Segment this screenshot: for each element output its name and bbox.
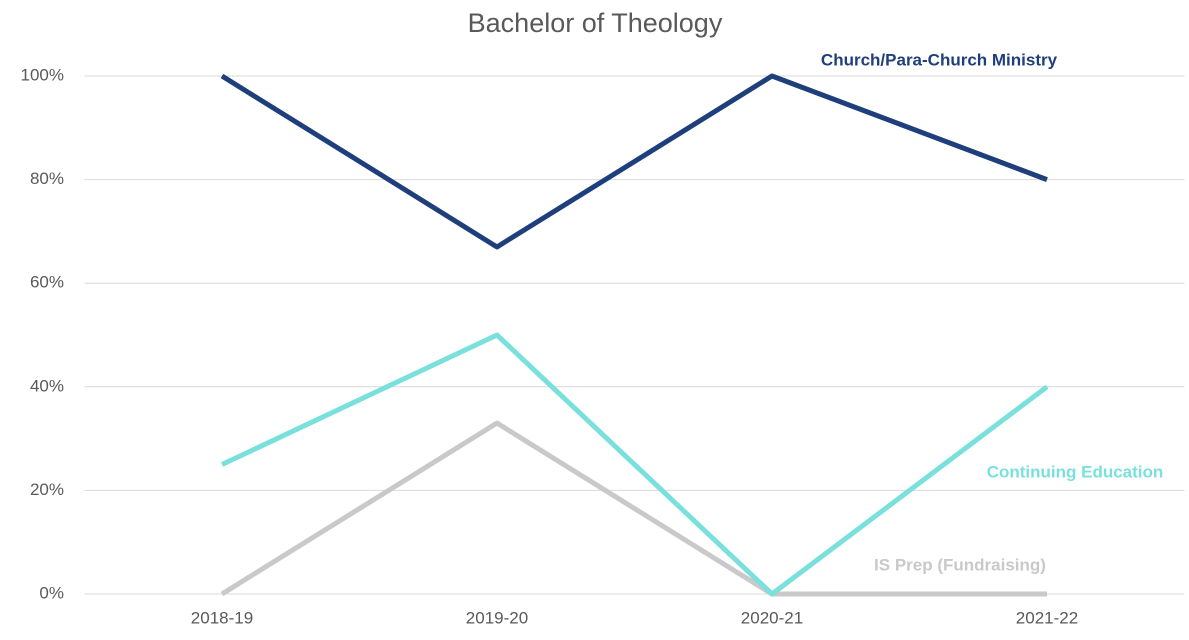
- y-tick-label: 100%: [21, 65, 64, 84]
- series-line: [220, 420, 1047, 597]
- x-tick-label: 2020-21: [741, 608, 803, 627]
- y-tick-label: 80%: [30, 169, 64, 188]
- series-line: [220, 73, 1048, 250]
- series-label: IS Prep (Fundraising): [874, 555, 1046, 574]
- y-tick-label: 0%: [39, 583, 64, 602]
- y-tick-label: 20%: [30, 480, 64, 499]
- x-tick-label: 2018-19: [191, 608, 253, 627]
- y-tick-label: 60%: [30, 273, 64, 292]
- series-label: Continuing Education: [987, 462, 1164, 481]
- series-line: [220, 332, 1049, 597]
- y-tick-label: 40%: [30, 376, 64, 395]
- x-tick-label: 2019-20: [466, 608, 528, 627]
- chart-title: Bachelor of Theology: [468, 8, 723, 38]
- x-tick-label: 2021-22: [1016, 608, 1078, 627]
- series-label: Church/Para-Church Ministry: [821, 50, 1058, 69]
